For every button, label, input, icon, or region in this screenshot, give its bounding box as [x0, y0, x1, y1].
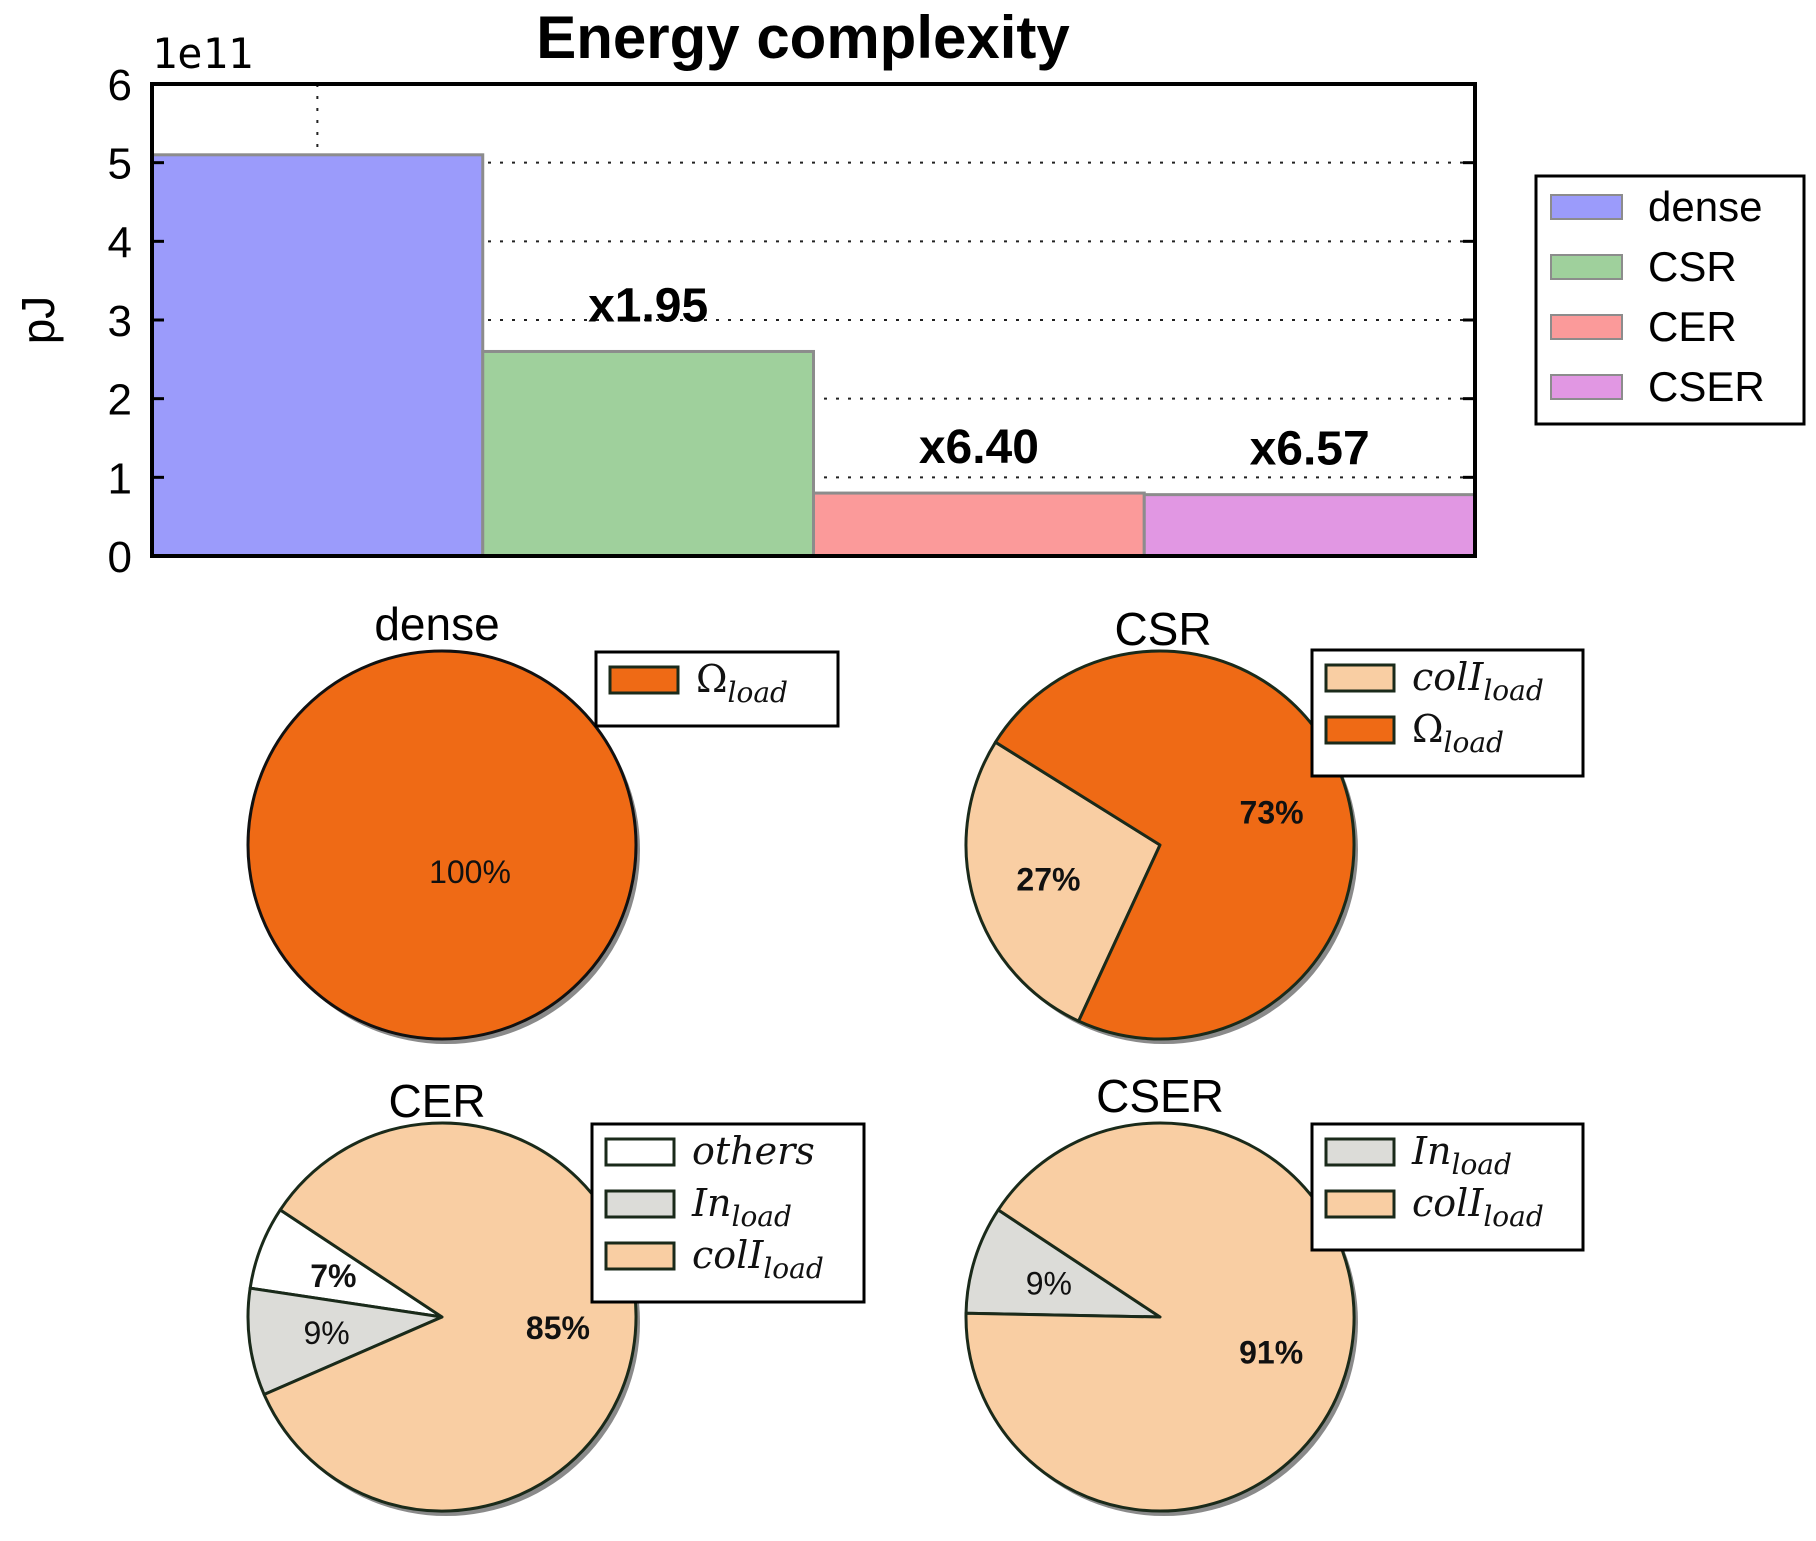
- y-tick-label: 5: [108, 140, 132, 189]
- pie-legend-swatch: [1324, 1189, 1396, 1219]
- pie-pct-label: 85%: [526, 1310, 590, 1346]
- pie-pct-label: 73%: [1240, 795, 1304, 831]
- y-tick-label: 6: [108, 61, 132, 110]
- bar-annotation: x6.40: [919, 421, 1039, 474]
- legend-label: CSER: [1648, 363, 1765, 410]
- legend-label: CSR: [1648, 243, 1737, 290]
- pie-legend-label: colIload: [692, 1233, 824, 1285]
- pie-title: dense: [374, 598, 499, 650]
- pie-title: CSR: [1114, 603, 1211, 655]
- pie-slice: [964, 740, 1162, 1023]
- pie-legend-label: Inload: [1411, 1129, 1512, 1181]
- y-tick-label: 1: [108, 454, 132, 503]
- pie-slice: [246, 649, 638, 1041]
- legend-swatch-dense: [1550, 194, 1623, 220]
- pie-chart-dense: dense 100% Ωload: [246, 598, 840, 1044]
- pie-title: CER: [388, 1075, 485, 1127]
- pie-legend-label: colIload: [1412, 1181, 1544, 1233]
- legend-swatch-cser: [1550, 374, 1623, 400]
- bar-dense: [150, 153, 485, 558]
- y-tick-label: 4: [108, 218, 132, 267]
- bar-cer: [812, 491, 1146, 558]
- pie-title: CSER: [1096, 1070, 1224, 1122]
- bar-cser: [1142, 493, 1477, 558]
- bar-chart: Energy complexity 1e11 pJ x1.95 x6.40 x6.57 0 1…: [12, 4, 1806, 582]
- pie-slice: [964, 1208, 1162, 1319]
- y-tick-label: 2: [108, 376, 132, 425]
- legend-swatch-csr: [1550, 254, 1623, 280]
- y-tick-label: 0: [108, 533, 132, 582]
- pie-slice: [964, 1121, 1356, 1513]
- pie-legend-label: Ωload: [696, 657, 788, 709]
- pie-legend-label: others: [692, 1129, 815, 1173]
- pie-legend-swatch: [604, 1137, 676, 1167]
- pie-legend-swatch: [1324, 663, 1396, 693]
- pie-legend-swatch: [604, 1241, 676, 1271]
- pie-charts: dense100%ΩloadCSR27%73%colIloadΩloadCER7…: [246, 598, 1585, 1516]
- pie-legend-label: Ωload: [1412, 707, 1504, 759]
- bar-annotation: x6.57: [1250, 423, 1370, 476]
- pie-pct-label: 7%: [310, 1258, 356, 1294]
- legend-swatch-cer: [1550, 314, 1623, 340]
- pie-slice: [246, 1286, 444, 1396]
- pie-pct-label: 91%: [1239, 1335, 1303, 1371]
- legend-label: dense: [1648, 183, 1762, 230]
- pie-pct-label: 100%: [429, 854, 511, 890]
- y-axis-label: pJ: [12, 296, 64, 345]
- pie-pct-label: 9%: [1026, 1265, 1072, 1301]
- pie-pct-label: 9%: [303, 1315, 349, 1351]
- pie-legend-label: colIload: [1412, 655, 1544, 707]
- pie-legend-swatch: [1324, 715, 1396, 745]
- pie-pct-label: 27%: [1016, 861, 1080, 897]
- chart-title: Energy complexity: [536, 4, 1070, 71]
- pie-legend-swatch: [608, 665, 680, 695]
- bar-csr: [481, 349, 815, 558]
- y-offset-label: 1e11: [152, 29, 253, 78]
- bar-annotation: x1.95: [588, 279, 708, 332]
- pie-slice: [993, 649, 1356, 1041]
- pie-legend-label: Inload: [691, 1181, 792, 1233]
- legend-label: CER: [1648, 303, 1737, 350]
- pie-slice: [262, 1121, 638, 1513]
- pie-legend-swatch: [1324, 1137, 1396, 1167]
- pie-legend-swatch: [604, 1189, 676, 1219]
- y-tick-label: 3: [108, 297, 132, 346]
